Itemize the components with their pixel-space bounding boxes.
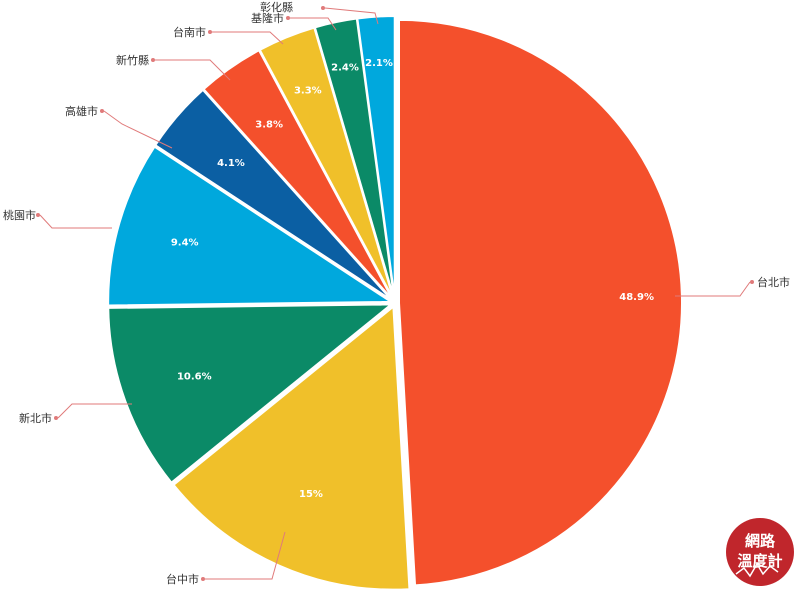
leader-line-9 xyxy=(324,7,379,25)
leader-line-4 xyxy=(39,214,112,229)
leader-dot-1 xyxy=(750,280,754,284)
leader-line-2 xyxy=(205,531,286,580)
leader-line-6 xyxy=(155,59,231,81)
slice-value-label-8: 2.4% xyxy=(331,62,359,73)
pie-slice-5 xyxy=(154,88,393,302)
leader-dot-2 xyxy=(201,577,205,581)
category-label-9: 彰化縣 xyxy=(260,0,293,14)
leader-line-7 xyxy=(212,31,284,45)
category-label-4: 桃園市 xyxy=(3,208,36,222)
leader-dot-5 xyxy=(100,109,104,113)
leader-dot-4 xyxy=(36,213,40,217)
slice-value-label-3: 10.6% xyxy=(177,372,212,383)
leader-dot-9 xyxy=(321,6,325,10)
slice-value-label-6: 3.8% xyxy=(255,120,283,131)
watermark-line1: 網路 xyxy=(745,532,776,550)
slice-value-label-7: 3.3% xyxy=(294,86,322,97)
category-label-3: 新北市 xyxy=(19,411,52,425)
leader-line-8 xyxy=(290,17,337,31)
category-label-1: 台北市 xyxy=(757,275,790,289)
watermark-wave xyxy=(735,562,779,578)
category-label-8: 基隆市 xyxy=(251,11,284,25)
pie-slice-4 xyxy=(107,145,393,307)
slice-value-label-1: 48.9% xyxy=(619,292,654,303)
slice-value-label-4: 9.4% xyxy=(171,238,199,249)
leader-line-3 xyxy=(57,403,132,419)
leader-dot-6 xyxy=(151,58,155,62)
slice-value-label-9: 2.1% xyxy=(365,58,393,69)
leader-dot-8 xyxy=(286,16,290,20)
pie-slice-2 xyxy=(172,305,411,591)
category-label-5: 高雄市 xyxy=(65,104,98,118)
pie-slice-1 xyxy=(397,18,683,587)
leader-dot-3 xyxy=(54,416,58,420)
leader-dot-7 xyxy=(208,30,212,34)
category-label-6: 新竹縣 xyxy=(116,53,149,67)
category-label-2: 台中市 xyxy=(166,572,199,586)
leader-line-1 xyxy=(675,281,751,297)
pie-slice-3 xyxy=(107,303,393,484)
category-label-7: 台南市 xyxy=(173,25,206,39)
watermark-logo: 網路 溫度計 xyxy=(726,518,794,586)
slice-value-label-2: 15% xyxy=(299,489,323,500)
watermark-line2: 溫度計 xyxy=(737,552,782,570)
leader-line-5 xyxy=(103,110,173,149)
slice-value-label-5: 4.1% xyxy=(217,158,245,169)
